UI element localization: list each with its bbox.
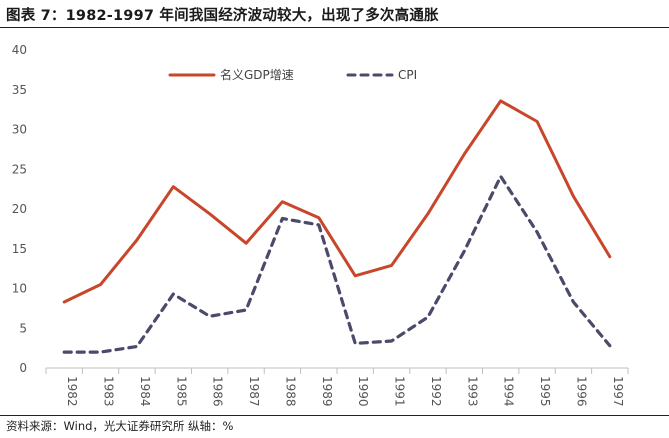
- x-tick-label: 1982: [65, 376, 79, 407]
- legend-label: 名义GDP增速: [220, 67, 294, 82]
- chart-axes: 1982 1983 1984 1985 1986 1987 1988 1989 1990 1991…: [12, 43, 629, 407]
- chart-title: 图表 7：1982-1997 年间我国经济波动较大，出现了多次高通胀: [6, 8, 439, 24]
- x-tick-label: 1991: [393, 376, 407, 407]
- y-tick-label: 5: [19, 321, 27, 335]
- y-tick-label: 10: [12, 282, 27, 296]
- y-tick-label: 30: [12, 123, 27, 137]
- x-tick-label: 1994: [502, 376, 516, 407]
- series-cpi-line: [62, 174, 612, 354]
- series-layer: [62, 99, 612, 354]
- source-note: 资料来源：Wind，光大证券研究所 纵轴：%: [6, 419, 234, 433]
- x-tick-label: 1987: [247, 376, 261, 407]
- x-tick-label: 1985: [174, 376, 188, 407]
- x-tick-label: 1995: [538, 376, 552, 407]
- x-tick-label: 1988: [283, 376, 297, 407]
- chart-legend: 名义GDP增速 CPI: [168, 67, 417, 82]
- y-tick-label: 25: [12, 162, 27, 176]
- y-tick-label: 20: [12, 202, 27, 216]
- series-gdp-line: [62, 99, 612, 304]
- x-tick-label: 1992: [429, 376, 443, 407]
- y-tick-label: 15: [12, 242, 27, 256]
- x-tick-label: 1996: [574, 376, 588, 407]
- x-tick-label: 1983: [102, 376, 116, 407]
- y-tick-label: 35: [12, 83, 27, 97]
- y-tick-label: 0: [19, 361, 27, 375]
- x-tick-label: 1997: [611, 376, 625, 407]
- x-tick-label: 1990: [356, 376, 370, 407]
- title-rule: [0, 27, 669, 28]
- x-tick-label: 1989: [320, 376, 334, 407]
- source-rule: [0, 415, 669, 416]
- legend-label: CPI: [398, 68, 417, 82]
- x-tick-label: 1986: [211, 376, 225, 407]
- y-tick-label: 40: [12, 43, 27, 57]
- x-tick-label: 1993: [465, 376, 479, 407]
- x-tick-label: 1984: [138, 376, 152, 407]
